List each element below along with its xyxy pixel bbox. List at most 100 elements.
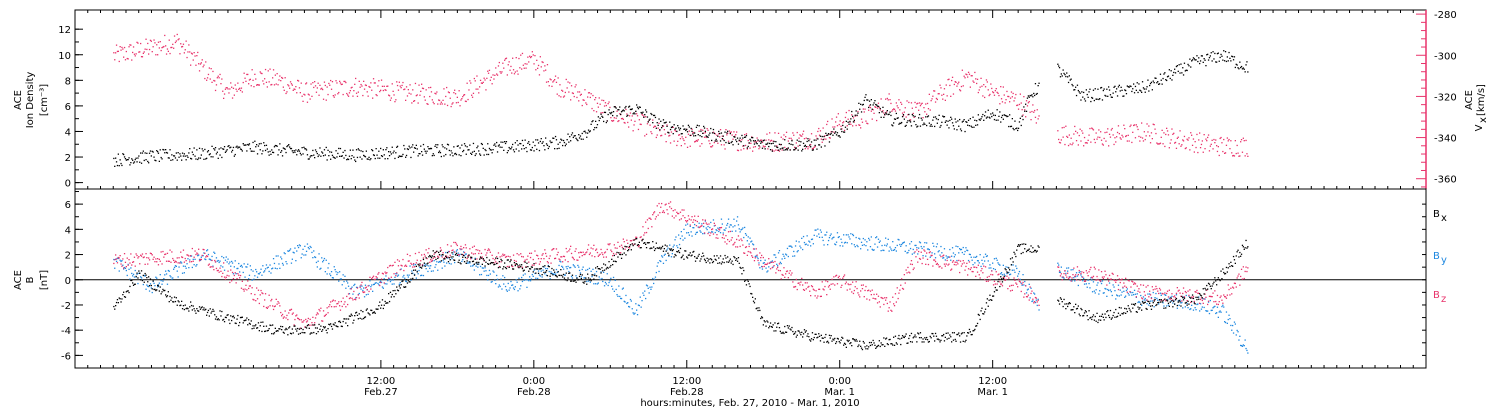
- data-point: [1014, 120, 1016, 122]
- data-point: [927, 115, 930, 117]
- data-point: [729, 230, 731, 233]
- data-point: [123, 268, 125, 270]
- data-point: [309, 245, 311, 248]
- data-point: [998, 263, 1000, 265]
- data-point: [655, 216, 657, 218]
- data-point: [988, 116, 990, 118]
- data-point: [1019, 117, 1021, 119]
- data-point: [214, 252, 216, 254]
- data-point: [1208, 150, 1211, 152]
- data-point: [113, 262, 115, 265]
- data-point: [204, 77, 206, 80]
- data-point: [1097, 136, 1099, 138]
- data-point: [389, 280, 392, 283]
- data-point: [753, 143, 756, 145]
- data-point: [1208, 57, 1211, 59]
- data-point: [221, 78, 223, 80]
- data-point: [587, 96, 589, 98]
- data-point: [883, 112, 885, 114]
- data-point: [761, 141, 764, 144]
- data-point: [197, 51, 199, 54]
- data-point: [1100, 131, 1102, 133]
- data-point: [905, 245, 907, 247]
- data-point: [857, 245, 859, 248]
- data-point: [354, 283, 356, 285]
- data-point: [376, 154, 378, 156]
- data-point: [324, 154, 326, 156]
- data-point: [277, 301, 279, 303]
- data-point: [794, 147, 797, 149]
- data-point: [317, 313, 319, 315]
- data-point: [443, 155, 445, 157]
- data-point: [1083, 91, 1085, 94]
- data-point: [907, 120, 909, 122]
- data-point: [838, 236, 840, 238]
- data-point: [214, 80, 216, 82]
- data-point: [989, 93, 991, 96]
- data-point: [953, 83, 955, 86]
- data-point: [467, 262, 469, 264]
- data-point: [347, 158, 350, 161]
- data-point: [339, 82, 342, 84]
- data-point: [324, 314, 326, 317]
- data-point: [1037, 85, 1039, 87]
- data-point: [512, 254, 515, 256]
- data-point: [735, 134, 737, 136]
- data-point: [806, 235, 808, 237]
- data-point: [816, 235, 818, 237]
- data-point: [295, 315, 297, 317]
- data-point: [132, 51, 134, 54]
- data-point: [274, 267, 276, 269]
- data-point: [975, 124, 977, 126]
- data-point: [387, 85, 389, 87]
- data-point: [308, 158, 310, 160]
- data-point: [335, 80, 337, 82]
- data-point: [739, 137, 741, 139]
- data-point: [169, 275, 171, 277]
- data-point: [824, 145, 826, 147]
- data-point: [1133, 83, 1135, 85]
- data-point: [395, 99, 397, 101]
- data-point: [1122, 95, 1124, 97]
- data-point: [1185, 294, 1187, 297]
- data-point: [370, 286, 372, 288]
- data-point: [537, 64, 540, 67]
- data-point: [439, 261, 442, 263]
- data-point: [1236, 144, 1238, 147]
- data-point: [275, 83, 277, 85]
- data-point: [182, 43, 185, 45]
- data-point: [875, 103, 877, 106]
- data-point: [1059, 142, 1062, 144]
- data-point: [1125, 135, 1128, 137]
- data-point: [422, 87, 425, 90]
- data-point: [856, 244, 858, 247]
- data-point: [250, 293, 252, 295]
- data-point: [1117, 125, 1120, 127]
- data-point: [605, 121, 607, 124]
- data-point: [1015, 128, 1017, 130]
- data-point: [791, 246, 793, 248]
- data-point: [425, 249, 427, 251]
- data-point: [568, 141, 570, 143]
- data-point: [843, 121, 845, 123]
- data-point: [344, 275, 346, 277]
- data-point: [997, 92, 999, 94]
- data-point: [205, 158, 207, 160]
- data-point: [426, 103, 428, 105]
- data-point: [760, 259, 762, 262]
- data-point: [452, 253, 454, 255]
- data-point: [1207, 310, 1209, 312]
- data-point: [704, 220, 706, 222]
- data-point: [680, 133, 682, 135]
- data-point: [279, 75, 281, 77]
- data-point: [258, 273, 260, 275]
- data-point: [1106, 131, 1108, 133]
- data-point: [1100, 87, 1102, 89]
- data-point: [426, 257, 428, 260]
- data-point: [705, 222, 707, 224]
- data-point: [1173, 71, 1175, 74]
- data-point: [159, 274, 161, 276]
- data-point: [631, 108, 633, 110]
- data-point: [389, 264, 392, 267]
- data-point: [901, 116, 904, 118]
